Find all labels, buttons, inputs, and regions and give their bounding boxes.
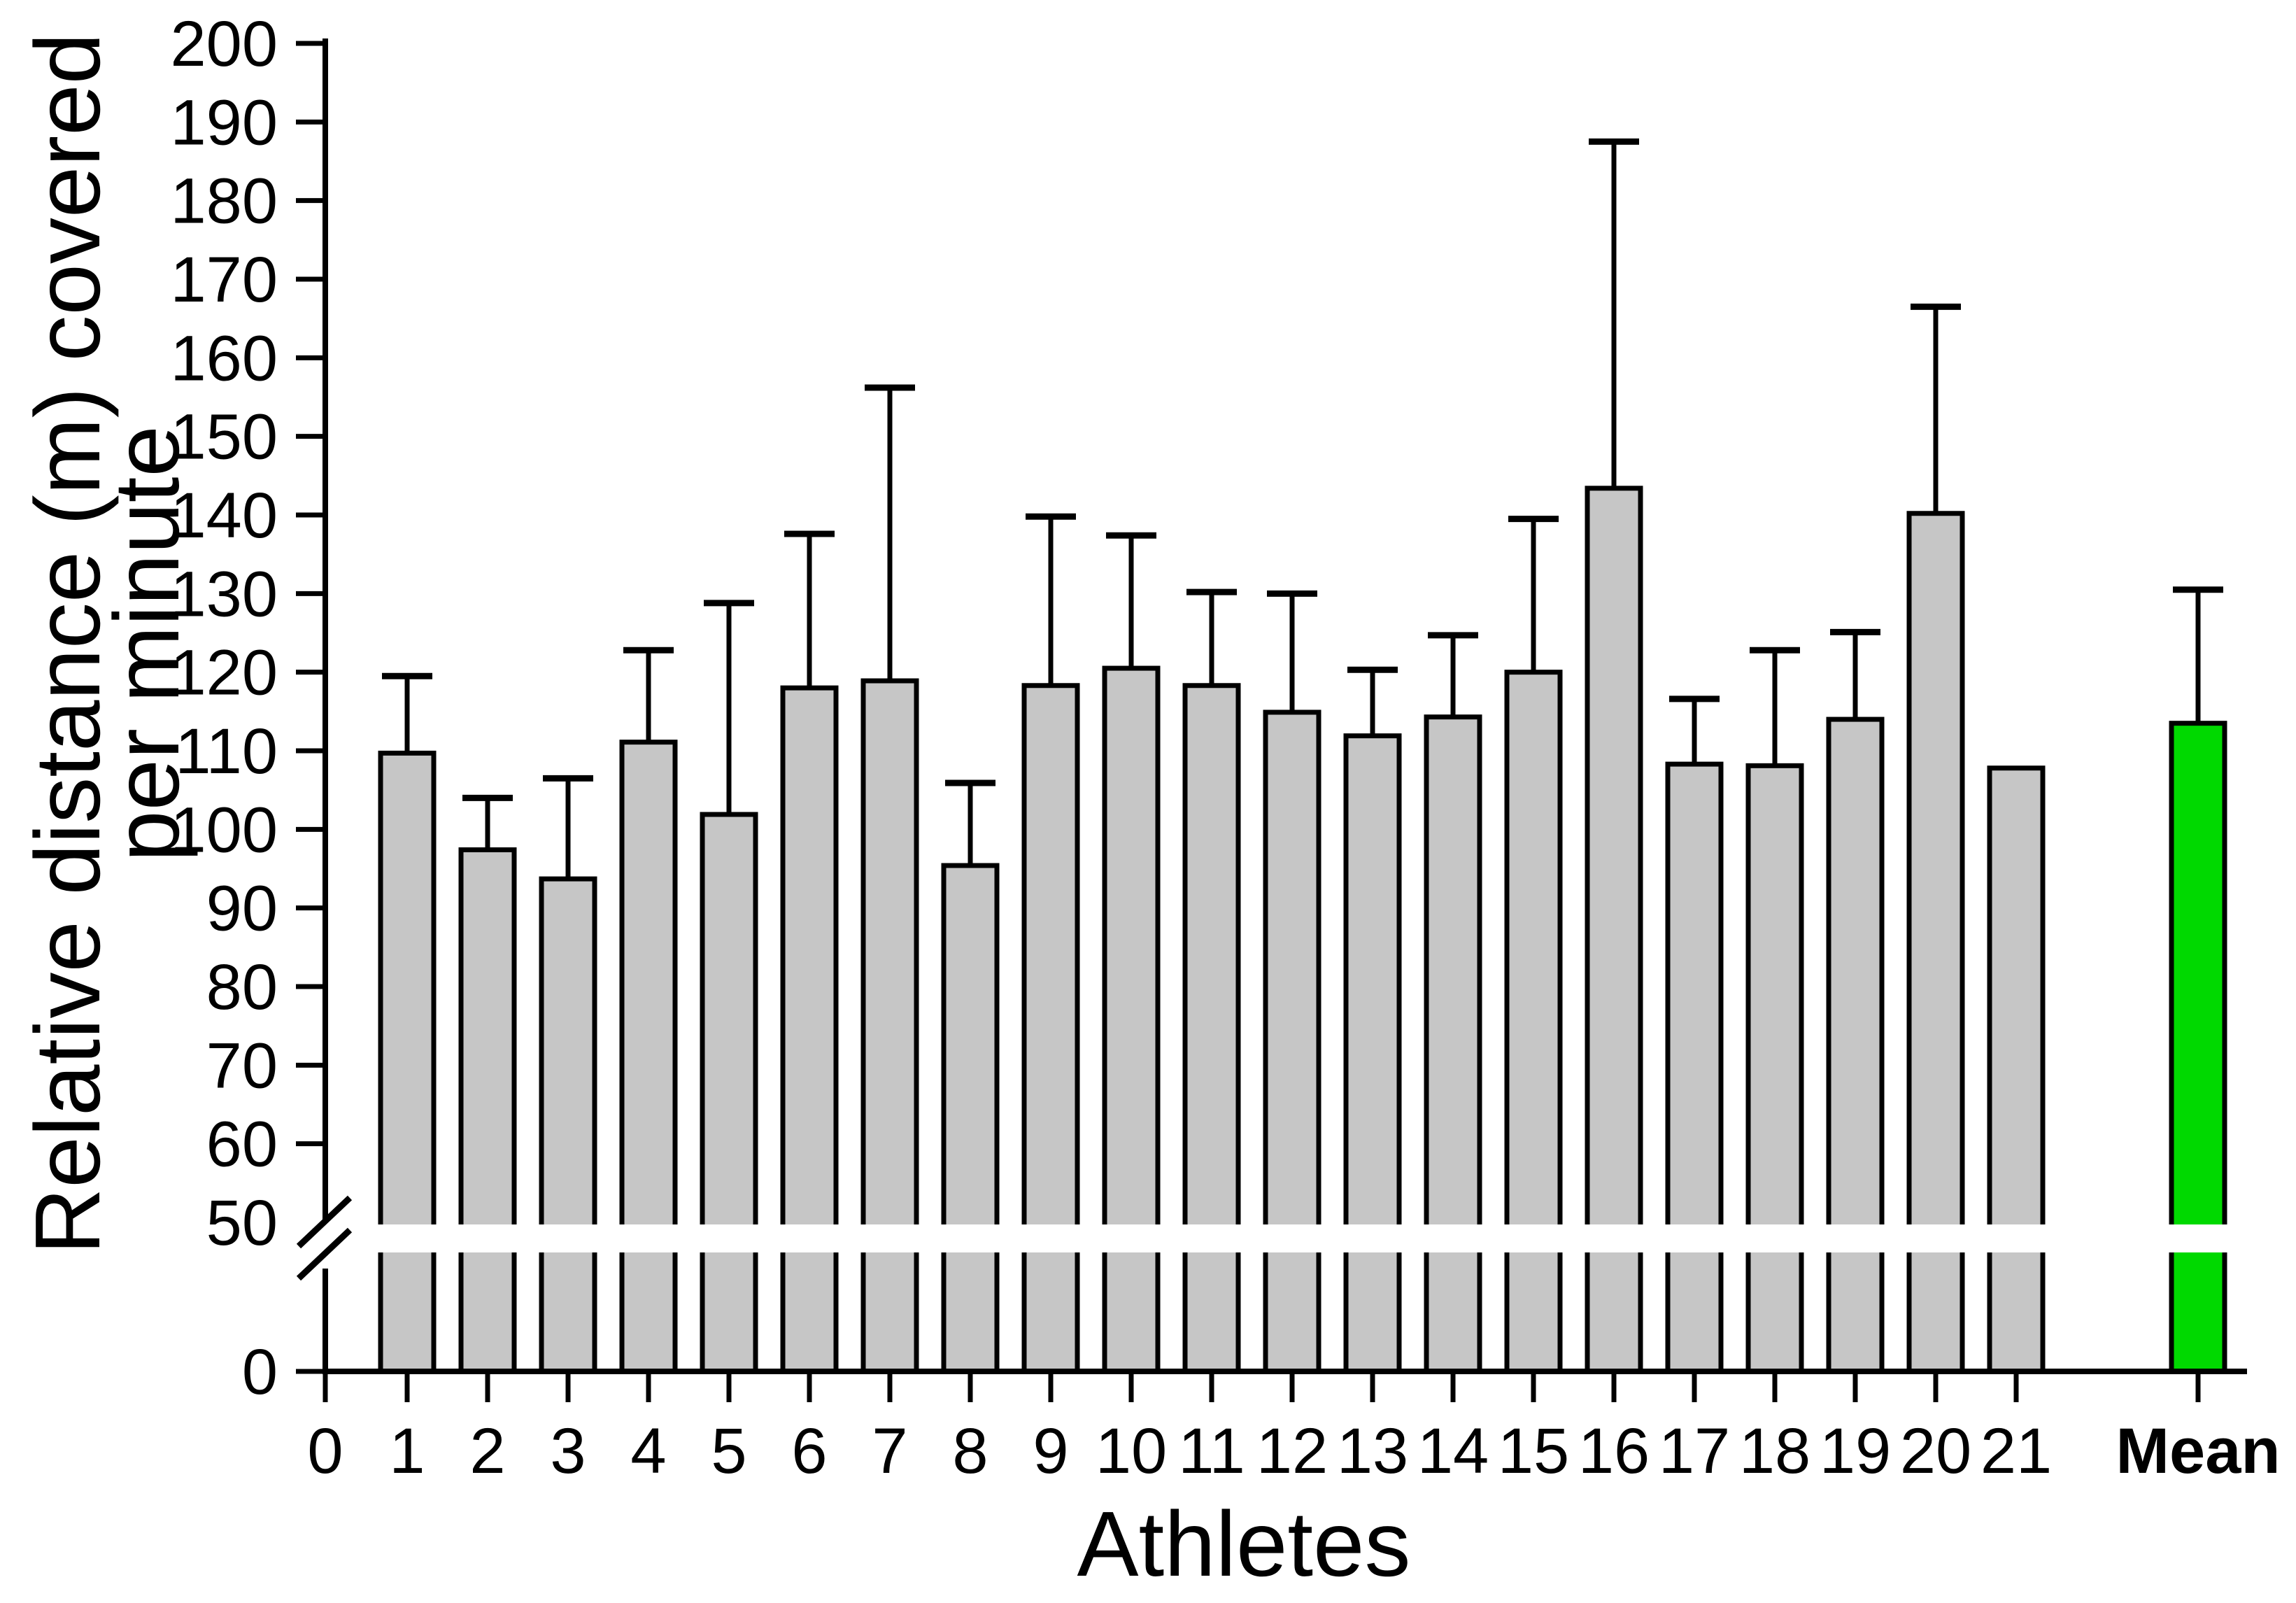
bar-group-athlete-5: [700, 600, 758, 1374]
x-tick-label-17: 17: [1659, 1415, 1730, 1487]
bar-group-athlete-7: [860, 384, 919, 1374]
x-tick-label-8: 8: [952, 1415, 988, 1487]
x-tick-label-9: 9: [1033, 1415, 1068, 1487]
x-tick-label-3: 3: [550, 1415, 586, 1487]
x-tick-label-19: 19: [1820, 1415, 1891, 1487]
x-tick-label-5: 5: [711, 1415, 746, 1487]
bar-athlete-6: [780, 685, 839, 1374]
bar-mean: [2169, 721, 2227, 1374]
bars-layer: [378, 138, 2227, 1374]
y-tick-label-130: 130: [171, 558, 278, 630]
bar-athlete-8: [941, 863, 1000, 1374]
bar-athlete-12: [1263, 709, 1321, 1374]
break-white-band: [329, 1224, 2296, 1252]
x-tick-label-21: 21: [1980, 1415, 2052, 1487]
x-tick-label-14: 14: [1417, 1415, 1489, 1487]
axis-break-band: [329, 1224, 2296, 1252]
y-tick-label-170: 170: [171, 244, 278, 316]
axis-break-slash-upper: [296, 1195, 353, 1249]
x-tick-label-12: 12: [1256, 1415, 1328, 1487]
y-tick-label-110: 110: [175, 716, 278, 787]
y-tick-label-120: 120: [171, 637, 278, 709]
y-tick-label-100: 100: [171, 794, 278, 866]
bar-group-athlete-4: [619, 647, 678, 1374]
x-tick-label-16: 16: [1578, 1415, 1650, 1487]
x-tick-label-4: 4: [630, 1415, 666, 1487]
bar-athlete-17: [1665, 761, 1724, 1374]
x-tick-label-2: 2: [469, 1415, 505, 1487]
bar-athlete-15: [1504, 670, 1563, 1374]
bar-athlete-5: [700, 812, 758, 1374]
y-tick-label-180: 180: [171, 166, 278, 237]
x-axis-title: Athletes: [1077, 1492, 1411, 1595]
y-tick-label-80: 80: [206, 952, 278, 1023]
bar-group-athlete-6: [780, 530, 839, 1374]
bar-athlete-14: [1424, 714, 1482, 1374]
bar-group-athlete-20: [1906, 303, 1965, 1374]
x-tick-label-6: 6: [791, 1415, 827, 1487]
bar-athlete-3: [539, 876, 597, 1374]
bar-athlete-11: [1182, 683, 1241, 1374]
bar-group-athlete-16: [1585, 138, 1643, 1374]
x-tick-label-13: 13: [1337, 1415, 1408, 1487]
bar-group-athlete-21: [1987, 765, 2046, 1374]
bar-athlete-2: [458, 847, 517, 1374]
bar-athlete-1: [378, 750, 437, 1374]
y-tick-label-50: 50: [206, 1187, 278, 1259]
bar-group-athlete-13: [1343, 666, 1402, 1374]
bar-group-athlete-18: [1745, 647, 1804, 1374]
bar-athlete-4: [619, 740, 678, 1374]
y-axis-title-line1: Relative distance (m) covered: [16, 33, 119, 1255]
x-tick-label-7: 7: [872, 1415, 907, 1487]
bar-group-athlete-3: [539, 775, 597, 1374]
bar-group-mean: [2169, 586, 2227, 1374]
bar-athlete-19: [1826, 716, 1885, 1374]
axis-break-slash-lower: [296, 1227, 353, 1281]
bar-group-athlete-12: [1263, 590, 1321, 1374]
bar-group-athlete-14: [1424, 632, 1482, 1374]
bar-group-athlete-1: [378, 672, 437, 1374]
bar-athlete-7: [860, 678, 919, 1374]
bar-group-athlete-9: [1021, 513, 1080, 1374]
x-tick-label-10: 10: [1096, 1415, 1167, 1487]
x-tick-label-Mean: Mean: [2116, 1415, 2280, 1487]
x-tick-label-1: 1: [389, 1415, 425, 1487]
bar-athlete-18: [1745, 763, 1804, 1374]
axes-layer: 5060708090100110120130140150160170180190…: [171, 8, 2281, 1487]
bar-group-athlete-15: [1504, 516, 1563, 1374]
bar-athlete-13: [1343, 733, 1402, 1374]
y-tick-label-150: 150: [171, 402, 278, 473]
y-tick-label-90: 90: [206, 873, 278, 945]
bar-athlete-10: [1102, 665, 1161, 1374]
bar-athlete-9: [1021, 683, 1080, 1374]
x-tick-label-20: 20: [1900, 1415, 1971, 1487]
y-axis-title-line2: per minute: [95, 425, 198, 862]
x-tick-label-11: 11: [1178, 1415, 1245, 1487]
bar-athlete-21: [1987, 765, 2046, 1374]
x-tick-label-18: 18: [1739, 1415, 1810, 1487]
bar-group-athlete-2: [458, 794, 517, 1374]
y-tick-label-190: 190: [171, 87, 278, 158]
y-tick-label-70: 70: [206, 1030, 278, 1101]
y-tick-label-160: 160: [171, 323, 278, 394]
bar-group-athlete-11: [1182, 588, 1241, 1374]
bar-group-athlete-10: [1102, 532, 1161, 1374]
y-tick-label-0: 0: [242, 1336, 278, 1408]
y-tick-label-60: 60: [206, 1109, 278, 1180]
x-tick-label-15: 15: [1498, 1415, 1569, 1487]
bar-group-athlete-8: [941, 779, 1000, 1374]
y-tick-label-140: 140: [171, 480, 278, 551]
bar-group-athlete-17: [1665, 695, 1724, 1374]
x-tick-label-origin: 0: [307, 1415, 343, 1487]
bar-group-athlete-19: [1826, 628, 1885, 1374]
y-tick-label-200: 200: [171, 8, 278, 80]
